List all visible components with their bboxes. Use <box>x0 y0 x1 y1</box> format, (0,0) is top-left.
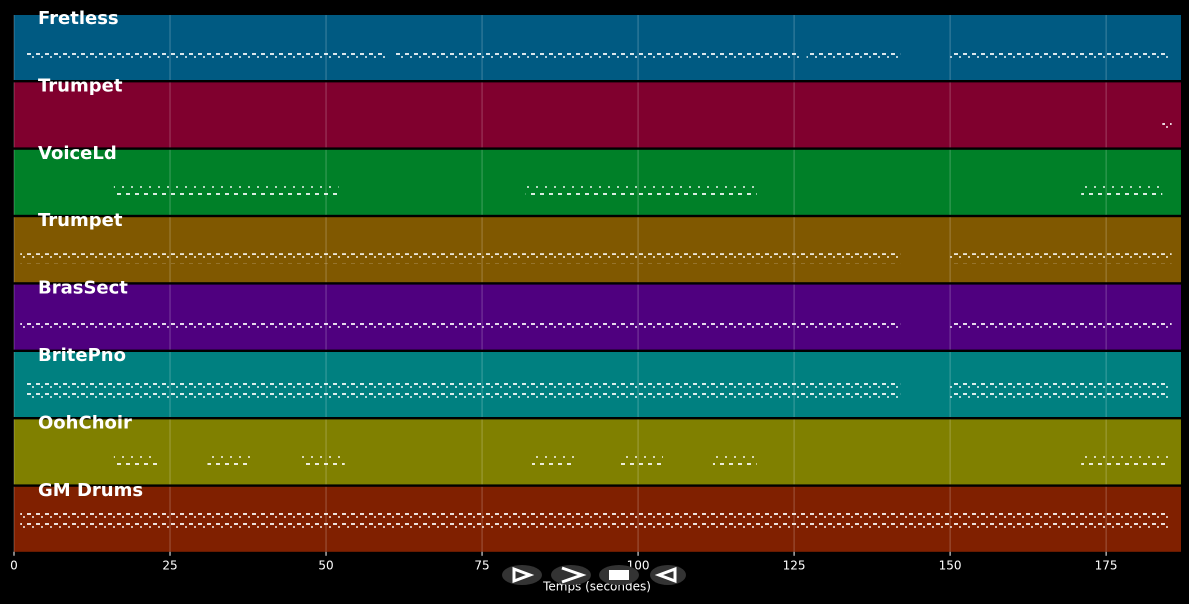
note-region <box>20 512 1169 533</box>
note-region <box>806 51 901 61</box>
play-icon <box>512 566 535 584</box>
note-region <box>531 455 576 466</box>
note-region <box>301 455 345 466</box>
note-region <box>26 380 901 400</box>
track-label: Fretless <box>38 8 119 29</box>
stop-icon <box>609 570 629 580</box>
note-region <box>950 51 1169 61</box>
track-label: Trumpet <box>38 210 123 231</box>
rewind-icon <box>654 566 677 584</box>
note-region <box>1081 455 1169 466</box>
note-region <box>207 455 252 466</box>
track-panel <box>14 217 1181 283</box>
forward-icon <box>561 566 587 584</box>
track-panel <box>14 149 1181 215</box>
note-region <box>20 253 901 264</box>
track-panel <box>14 419 1181 485</box>
note-region <box>525 185 757 196</box>
x-tick-label: 175 <box>1095 558 1118 572</box>
track-label: VoiceLd <box>38 143 117 164</box>
track-label: GM Drums <box>38 480 143 501</box>
note-region <box>619 455 664 466</box>
note-region <box>394 51 801 61</box>
note-region <box>950 253 1172 264</box>
x-tick-label: 50 <box>318 558 333 572</box>
play-button[interactable] <box>502 565 542 585</box>
rewind-button[interactable] <box>650 565 686 585</box>
x-tick-label: 125 <box>783 558 806 572</box>
playback-controls <box>502 565 686 585</box>
track-label: OohChoir <box>38 412 132 433</box>
x-tick-label: 25 <box>162 558 177 572</box>
track-panel <box>14 284 1181 350</box>
forward-button[interactable] <box>551 565 591 585</box>
track-label: Trumpet <box>38 75 123 96</box>
note-region <box>113 455 158 466</box>
note-region <box>113 185 339 196</box>
note-region <box>712 455 757 466</box>
note-region <box>950 320 1172 331</box>
track-panel <box>14 82 1181 148</box>
note-region <box>20 320 901 331</box>
note-region <box>1081 185 1163 196</box>
note-region <box>1162 118 1172 129</box>
x-tick-label: 75 <box>474 558 489 572</box>
track-panel <box>14 15 1181 80</box>
note-region <box>950 380 1169 400</box>
x-tick-label: 150 <box>939 558 962 572</box>
track-label: BrasSect <box>38 278 128 299</box>
track-label: BritePno <box>38 345 126 366</box>
note-region <box>25 51 386 61</box>
x-tick-label: 0 <box>10 558 18 572</box>
